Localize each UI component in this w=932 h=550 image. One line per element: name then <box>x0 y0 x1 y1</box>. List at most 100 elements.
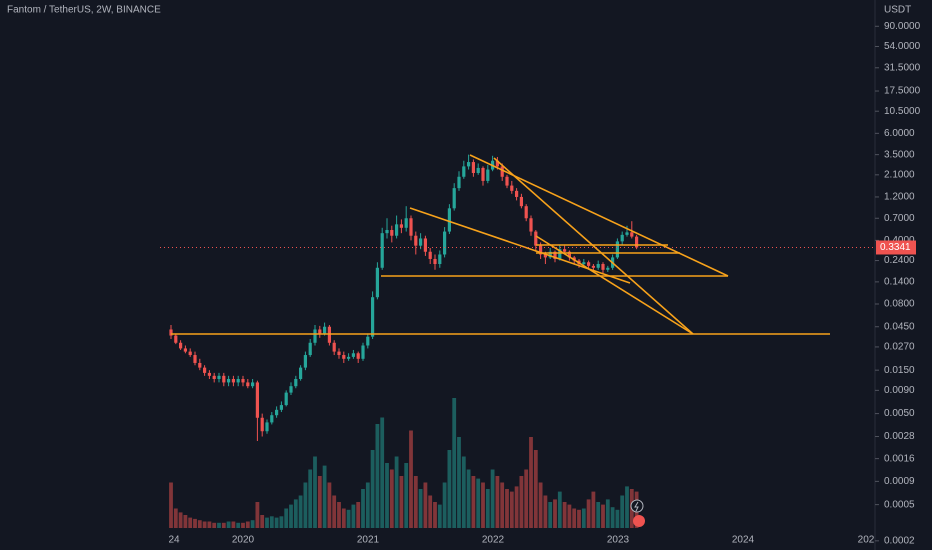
volume-bar <box>442 482 447 528</box>
volume-bar <box>356 502 361 528</box>
volume-bar <box>365 482 370 528</box>
volume-bar <box>221 522 226 528</box>
chart-title: Fantom / TetherUS, 2W, BINANCE <box>7 5 161 16</box>
alert-icon[interactable] <box>630 499 644 513</box>
candle-body <box>342 355 346 359</box>
candle-body <box>332 342 336 352</box>
volume-bar <box>226 521 231 528</box>
candle-body <box>351 353 355 357</box>
candle-body <box>289 386 293 393</box>
candle-body <box>476 167 480 173</box>
event-icon[interactable] <box>633 515 645 527</box>
y-tick-label: 0.0450 <box>884 321 915 332</box>
volume-bar <box>538 482 543 528</box>
candle-body <box>500 166 504 177</box>
candle-body <box>217 375 221 379</box>
volume-bar <box>279 516 284 528</box>
candle-body <box>371 297 375 337</box>
volume-bar <box>601 504 605 528</box>
candle-body <box>419 238 423 246</box>
trend-line <box>493 157 694 335</box>
volume-bar <box>413 476 418 528</box>
candle-body <box>231 378 235 383</box>
x-tick-label: 2024 <box>732 535 755 546</box>
volume-bar <box>385 463 389 528</box>
y-tick-label: 6.0000 <box>884 128 915 139</box>
volume-bar <box>409 430 413 528</box>
candle-body <box>409 218 413 236</box>
volume-bar <box>202 521 207 528</box>
candle-body <box>601 264 605 270</box>
candle-body <box>193 355 197 363</box>
volume-bar <box>394 456 399 528</box>
y-tick-label: 0.0016 <box>884 453 915 464</box>
candle-body <box>399 224 403 228</box>
y-tick-label: 54.0000 <box>884 41 921 52</box>
candle-body <box>620 234 624 242</box>
candle-body <box>539 245 543 255</box>
candle-body <box>356 353 360 359</box>
volume-bar <box>457 437 461 528</box>
volume-bar <box>341 508 346 528</box>
candle-body <box>404 218 408 228</box>
y-tick-label: 0.0150 <box>884 365 915 376</box>
volume-bar <box>524 469 529 528</box>
candle-body <box>534 231 538 246</box>
y-tick-label: 2.1000 <box>884 169 915 180</box>
alert-icon-bolt <box>634 501 639 512</box>
candle-body <box>265 422 269 432</box>
volume-bar <box>361 489 365 528</box>
volume-bar <box>183 515 188 528</box>
volume-bar <box>423 482 428 528</box>
y-tick-label: 0.0050 <box>884 408 915 419</box>
candle-body <box>587 262 591 266</box>
volume-bar <box>173 508 178 528</box>
volume-bar <box>543 495 548 528</box>
volume-bar <box>260 515 265 528</box>
candle-body <box>294 378 298 387</box>
candle-body <box>246 382 250 387</box>
volume-bar <box>241 522 245 528</box>
volume-bar <box>351 504 356 528</box>
volume-bar <box>337 502 341 528</box>
volume-bar <box>370 450 375 528</box>
candle-body <box>203 367 207 373</box>
candle-body <box>303 355 307 368</box>
volume-bar <box>375 424 380 528</box>
candle-body <box>423 238 427 252</box>
volume-bar <box>236 522 241 528</box>
volume-bar <box>428 495 433 528</box>
volume-bar <box>615 509 620 528</box>
volume-bar <box>591 491 596 528</box>
volume-bar <box>620 495 625 528</box>
candle-body <box>260 417 264 432</box>
volume-bar <box>193 518 197 528</box>
volume-bar <box>188 517 193 528</box>
candle-body <box>447 208 451 232</box>
y-tick-label: 0.0800 <box>884 299 915 310</box>
volume-bar <box>562 502 567 528</box>
candle-body <box>428 251 432 259</box>
volume-bar <box>255 502 260 528</box>
volume-bar <box>207 521 212 528</box>
volume-bar <box>625 486 629 528</box>
volume-bar <box>245 521 250 528</box>
candle-body <box>452 188 456 209</box>
candle-body <box>284 392 288 406</box>
volume-bar <box>452 398 457 528</box>
y-tick-label: 0.0005 <box>884 499 915 510</box>
volume-bar <box>548 502 553 528</box>
x-tick-label: 2022 <box>482 535 505 546</box>
candle-body <box>433 258 437 265</box>
volume-bar <box>581 508 586 528</box>
volume-bar <box>399 476 404 528</box>
y-tick-label: 0.0009 <box>884 476 915 487</box>
volume-bar <box>346 509 351 528</box>
y-tick-label: 0.0270 <box>884 342 915 353</box>
x-tick-label: 2021 <box>357 535 380 546</box>
y-tick-label: 31.5000 <box>884 62 921 73</box>
volume-bar <box>567 504 572 528</box>
y-tick-label: 0.0028 <box>884 431 915 442</box>
x-tick-label: 2020 <box>232 535 255 546</box>
